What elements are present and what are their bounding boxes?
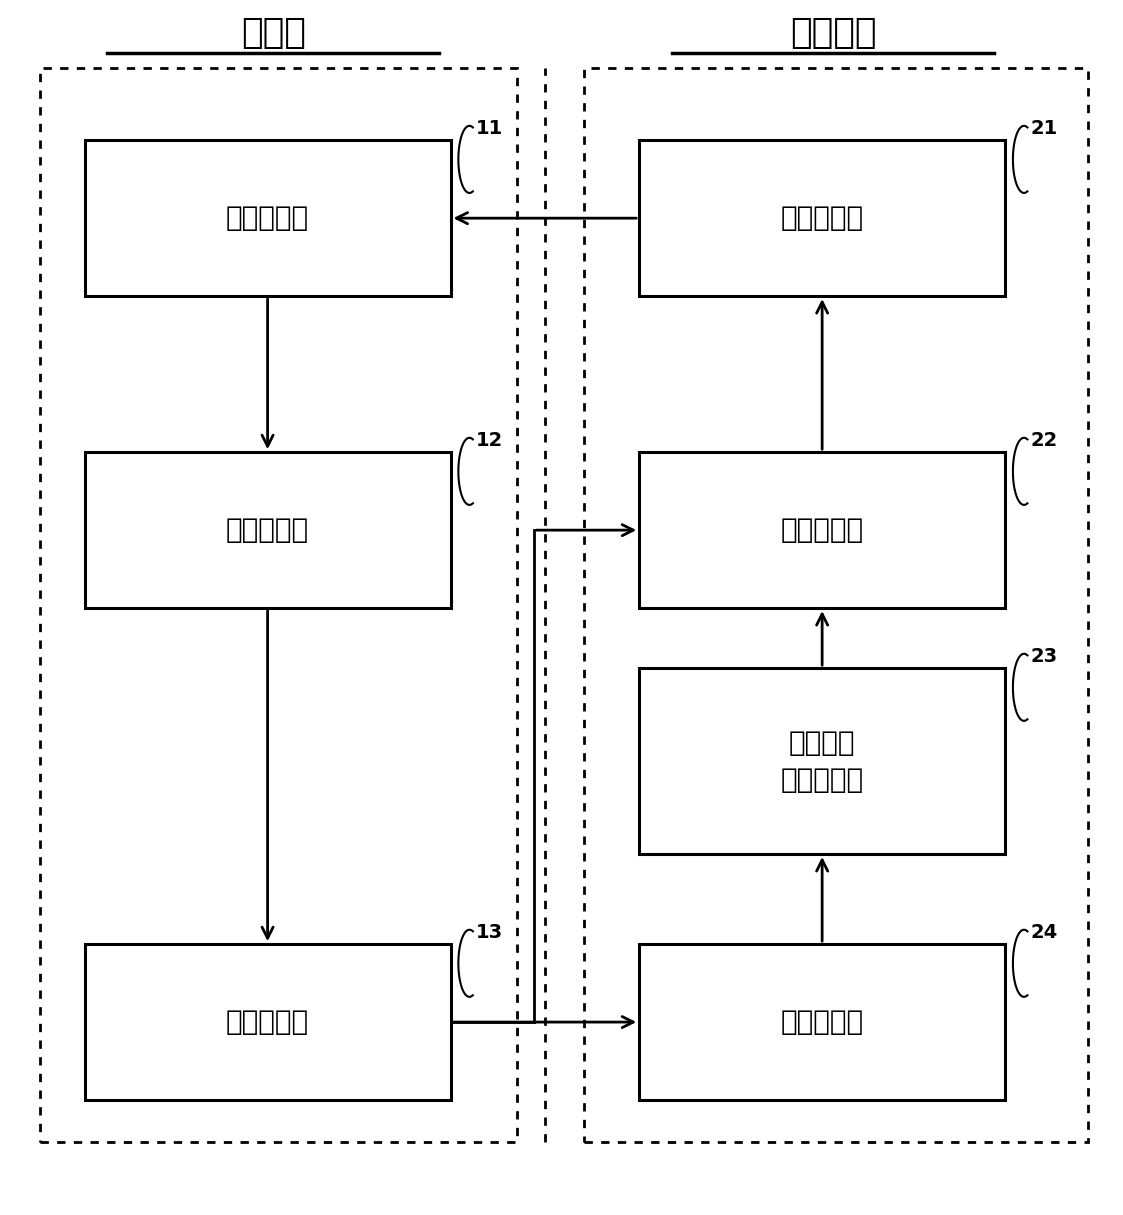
Text: 23: 23 <box>1031 646 1058 666</box>
Text: 光盘装置: 光盘装置 <box>789 16 876 50</box>
Bar <box>84 140 450 296</box>
Bar <box>639 452 1005 609</box>
Bar <box>639 944 1005 1100</box>
Bar <box>639 140 1005 296</box>
Bar <box>639 668 1005 854</box>
Text: 信号处理部: 信号处理部 <box>226 516 309 544</box>
Text: 垂直同步
信号检测部: 垂直同步 信号检测部 <box>780 729 864 793</box>
Text: 22: 22 <box>1031 431 1058 450</box>
Text: 11: 11 <box>476 119 503 137</box>
Text: 信号输出部: 信号输出部 <box>226 1008 309 1036</box>
Bar <box>584 68 1088 1142</box>
Text: 信号接收部: 信号接收部 <box>780 1008 864 1036</box>
Text: 信号接收部: 信号接收部 <box>226 204 309 232</box>
Bar <box>40 68 517 1142</box>
Text: 12: 12 <box>476 431 503 450</box>
Bar <box>84 944 450 1100</box>
Text: 信号输出部: 信号输出部 <box>780 204 864 232</box>
Text: 电视机: 电视机 <box>240 16 305 50</box>
Text: 24: 24 <box>1031 922 1058 942</box>
Text: 信号处理部: 信号处理部 <box>780 516 864 544</box>
Bar <box>84 452 450 609</box>
Text: 21: 21 <box>1031 119 1058 137</box>
Text: 13: 13 <box>476 922 503 942</box>
